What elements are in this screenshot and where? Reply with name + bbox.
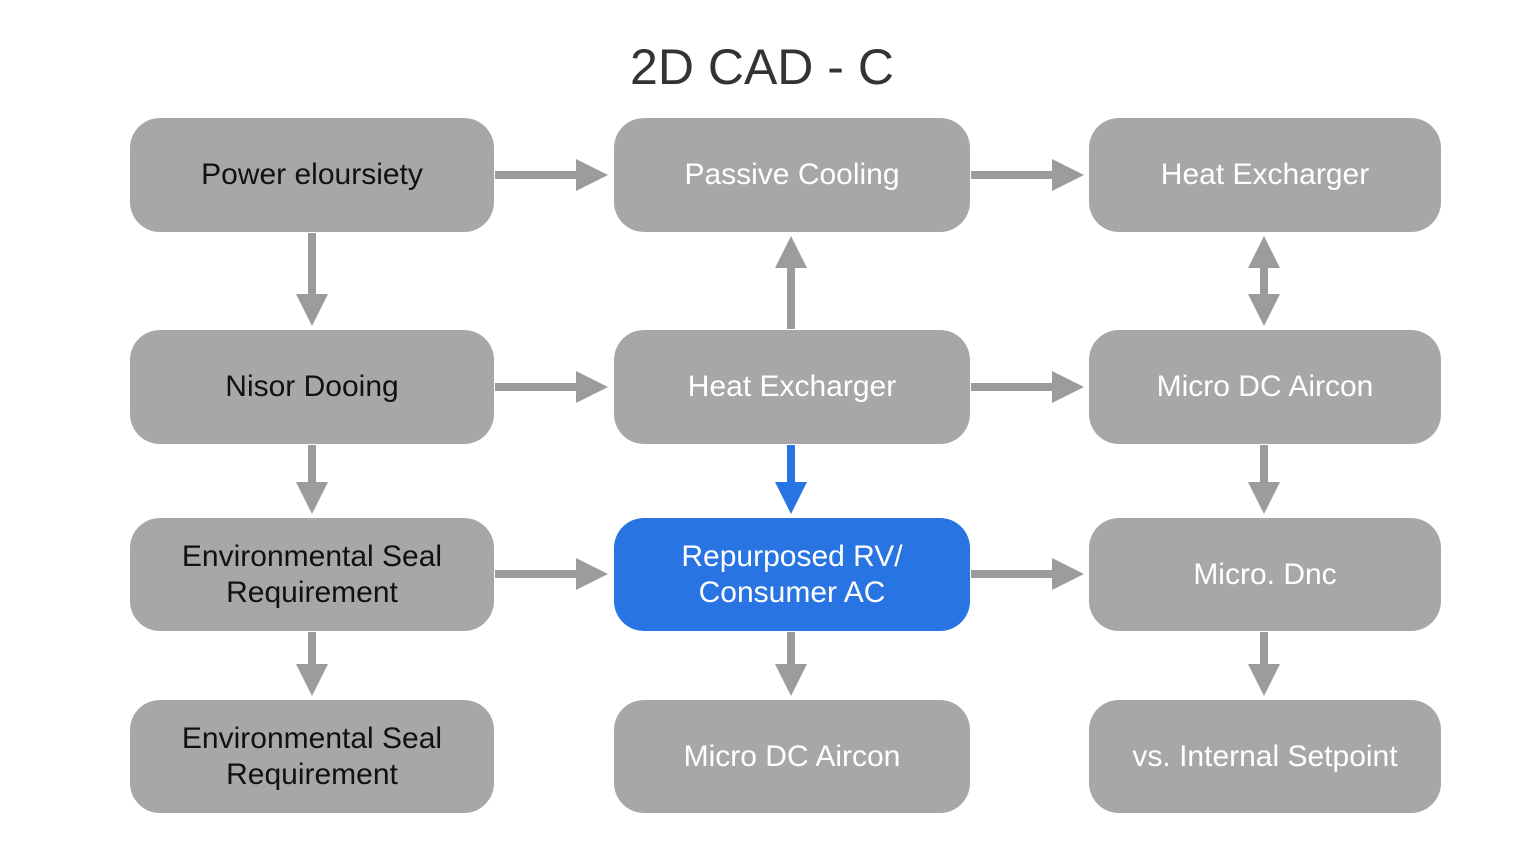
node-repurposed-rv-ac[interactable]: Repurposed RV/ Consumer AC — [614, 518, 970, 631]
diagram-title: 2D CAD - C — [630, 39, 894, 95]
node-passive-cooling[interactable]: Passive Cooling — [614, 118, 970, 232]
node-micro-dc-aircon-bottom[interactable]: Micro DC Aircon — [614, 700, 970, 813]
node-environmental-seal-2[interactable]: Environmental Seal Requirement — [130, 700, 494, 813]
node-heat-excharger-mid[interactable]: Heat Excharger — [614, 330, 970, 444]
node-environmental-seal-1[interactable]: Environmental Seal Requirement — [130, 518, 494, 631]
node-micro-dnc[interactable]: Micro. Dnc — [1089, 518, 1441, 631]
node-power[interactable]: Power eloursiety — [130, 118, 494, 232]
node-nisor-dooing[interactable]: Nisor Dooing — [130, 330, 494, 444]
node-heat-excharger-top[interactable]: Heat Excharger — [1089, 118, 1441, 232]
node-internal-setpoint[interactable]: vs. Internal Setpoint — [1089, 700, 1441, 813]
node-micro-dc-aircon-mid[interactable]: Micro DC Aircon — [1089, 330, 1441, 444]
